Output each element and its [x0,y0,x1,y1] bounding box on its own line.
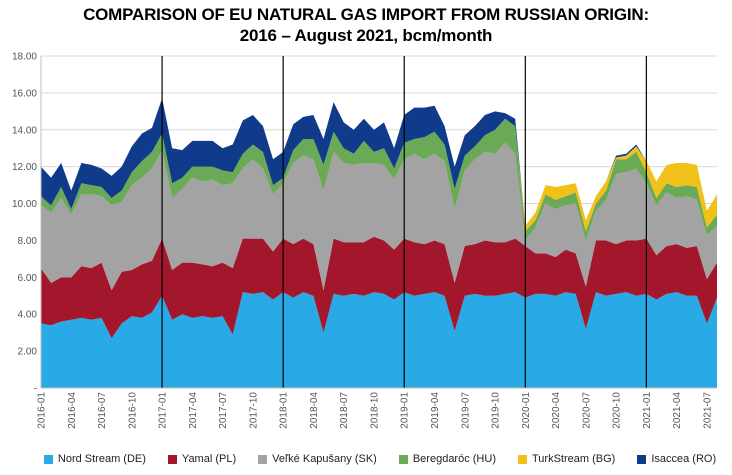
x-tick-label: 2018-01 [279,392,290,429]
legend-swatch [517,454,527,464]
x-tick-label: 2019-01 [400,392,411,429]
legend-swatch [167,454,177,464]
chart-title-line-2: 2016 – August 2021, bcm/month [239,26,493,45]
area-series-group [41,98,717,388]
x-tick-label: 2017-10 [248,392,259,429]
x-tick-label: 2020-01 [521,392,532,429]
y-tick-label: 10.00 [12,199,37,210]
x-tick-label: 2016-07 [97,392,108,429]
y-tick-label: 6.00 [18,273,38,284]
x-tick-label: 2019-07 [460,392,471,429]
y-tick-label: 16.00 [12,88,37,99]
legend-item: Nord Stream (DE) [43,453,146,465]
x-tick-labels: 2016-01 2016-04 2016-07 2016-10 2017-01 2017-… [37,392,714,429]
y-tick-label: - [34,384,37,395]
x-tick-label: 2017-04 [188,392,199,429]
axes [40,56,717,389]
x-tick-label: 2017-07 [218,392,229,429]
x-tick-label: 2021-07 [702,392,713,429]
chart-title: COMPARISON OF EU NATURAL GAS IMPORT FROM… [0,4,732,46]
legend-swatch [43,454,53,464]
y-tick-labels: - 2.00 4.00 6.00 8.00 10.00 12.00 14.00 16.00 18.… [12,52,37,395]
x-tick-label: 2021-04 [672,392,683,429]
legend-swatch [258,454,268,464]
x-tick-label: 2020-07 [581,392,592,429]
y-tick-label: 18.00 [12,52,37,63]
x-tick-label: 2020-04 [551,392,562,429]
legend-label: Veľké Kapušany (SK) [272,453,377,465]
legend-label: Beregdaróc (HU) [412,453,496,465]
chart-title-line-1: COMPARISON OF EU NATURAL GAS IMPORT FROM… [83,5,649,24]
y-tick-label: 14.00 [12,125,37,136]
legend-item: Veľké Kapušany (SK) [258,453,377,465]
legend-item: TurkStream (BG) [517,453,616,465]
x-tick-label: 2018-07 [339,392,350,429]
x-tick-label: 2016-04 [67,392,78,429]
legend: Nord Stream (DE) Yamal (PL) Veľké Kapušany… [40,450,720,468]
legend-swatch [637,454,647,464]
year-marker-lines [161,56,647,388]
x-tick-label: 2018-10 [369,392,380,429]
x-tick-label: 2021-01 [642,392,653,429]
area-yamal-pl [41,236,717,339]
x-tick-label: 2016-01 [37,392,48,429]
area-nord-stream-de [41,292,717,388]
x-tick-label: 2019-04 [430,392,441,429]
y-tick-label: 4.00 [18,310,38,321]
x-tick-label: 2019-10 [491,392,502,429]
area-isaccea-ro [41,98,717,226]
legend-swatch [398,454,408,464]
y-tick-label: 2.00 [18,347,38,358]
legend-item: Yamal (PL) [167,453,237,465]
area-ve-k-kapu-any-sk [41,142,717,291]
legend-label: Yamal (PL) [181,453,237,465]
legend-label: Nord Stream (DE) [57,453,146,465]
x-tick-label: 2016-10 [127,392,138,429]
x-tick-label: 2020-10 [612,392,623,429]
legend-label: TurkStream (BG) [531,453,616,465]
y-tick-label: 8.00 [18,236,38,247]
x-tick-label: 2018-04 [309,392,320,429]
y-tick-label: 12.00 [12,162,37,173]
x-tick-label: 2017-01 [158,392,169,429]
legend-label: Isaccea (RO) [651,453,717,465]
legend-item: Beregdaróc (HU) [398,453,496,465]
legend-item: Isaccea (RO) [637,453,716,465]
